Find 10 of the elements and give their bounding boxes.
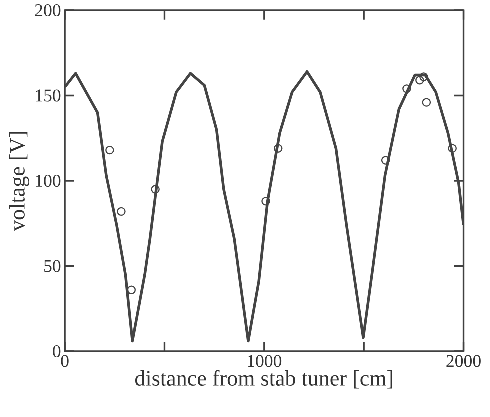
- y-tick-label: 50: [44, 260, 61, 272]
- x-axis-title: distance from stab tuner [cm]: [135, 370, 392, 389]
- y-tick-label: 0: [53, 346, 61, 358]
- y-tick-label: 100: [36, 175, 61, 188]
- y-tick-label: 150: [36, 90, 61, 102]
- y-tick-label: 200: [35, 4, 61, 17]
- x-tick-label: 2000: [446, 355, 481, 368]
- x-tick-label: 1000: [248, 355, 282, 368]
- x-tick-label: 0: [61, 355, 69, 368]
- y-axis-title: voltage [V]: [9, 132, 30, 232]
